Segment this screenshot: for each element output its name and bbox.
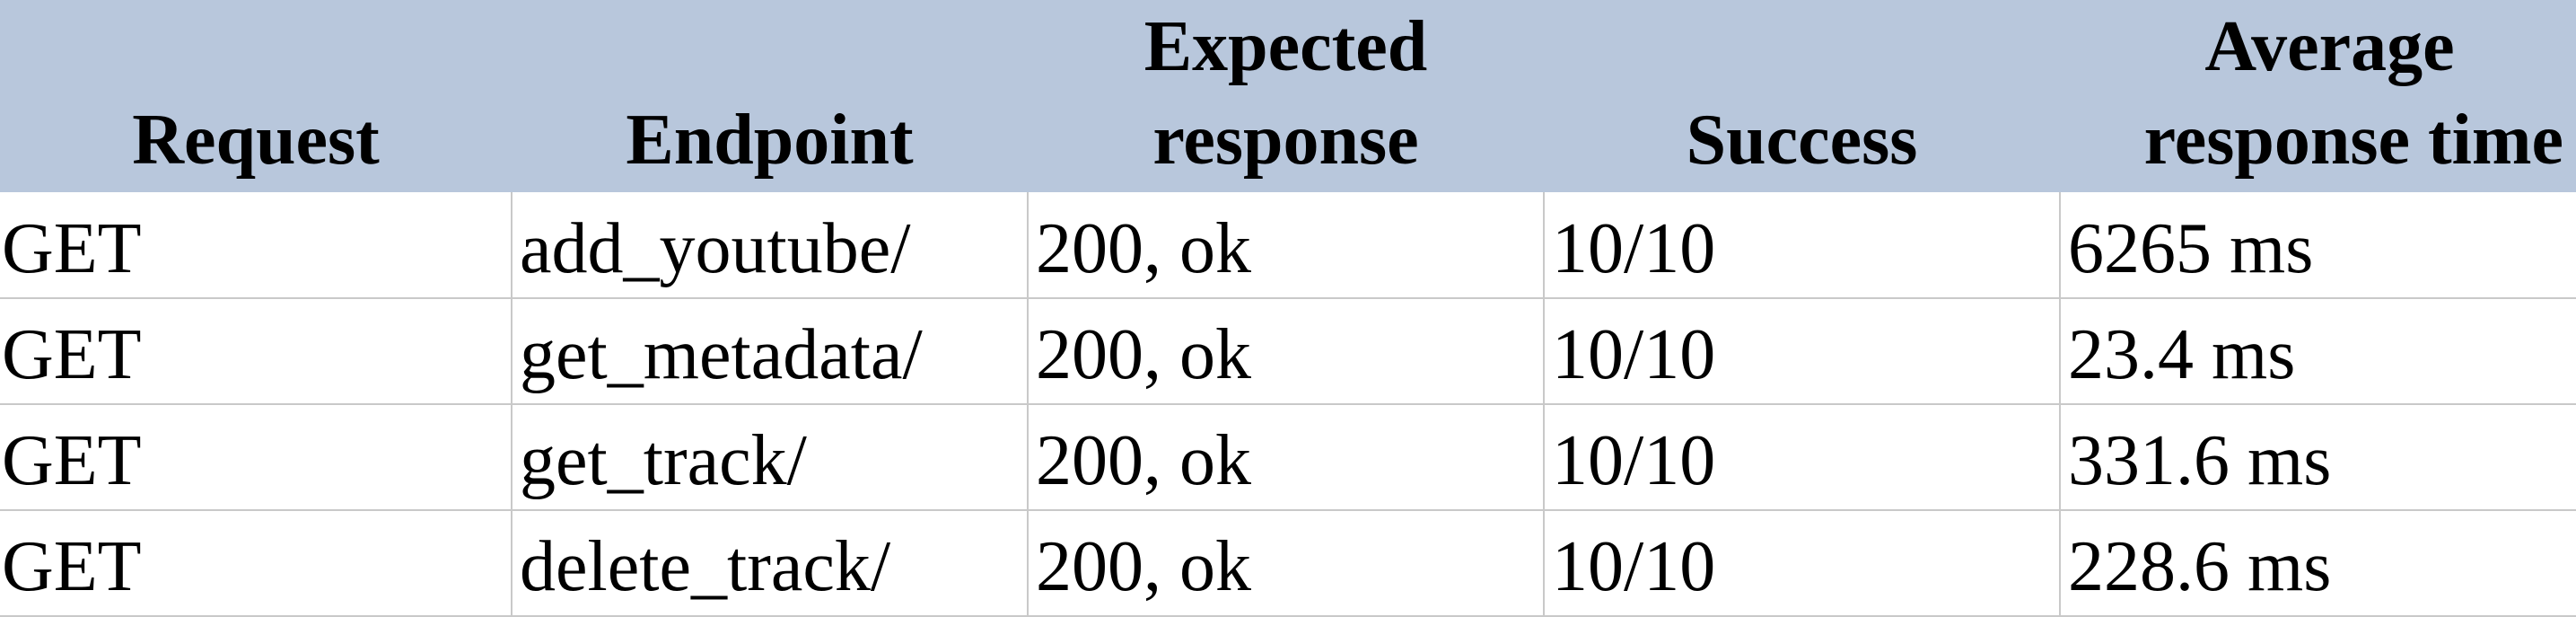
cell-expected: 200, ok <box>1027 509 1545 617</box>
cell-success: 10/10 <box>1543 509 2061 617</box>
header-row: Request Endpoint Expected response Succe… <box>0 0 2576 192</box>
cell-request: GET <box>0 192 513 299</box>
cell-success: 10/10 <box>1543 192 2061 299</box>
cell-avg-time: 23.4 ms <box>2059 297 2576 405</box>
cell-expected: 200, ok <box>1027 403 1545 511</box>
header-avg-line1: Average <box>2204 7 2455 86</box>
cell-avg-time: 331.6 ms <box>2059 403 2576 511</box>
cell-request: GET <box>0 403 513 511</box>
cell-success: 10/10 <box>1543 297 2061 405</box>
header-success: Success <box>1544 0 2060 192</box>
table-row: GET delete_track/ 200, ok 10/10 228.6 ms <box>0 509 2576 617</box>
cell-success: 10/10 <box>1543 403 2061 511</box>
header-request: Request <box>0 0 512 192</box>
cell-request: GET <box>0 509 513 617</box>
cell-endpoint: delete_track/ <box>511 509 1029 617</box>
header-expected-line1: Expected <box>1143 7 1428 86</box>
header-average-response-time: Average response time <box>2060 0 2576 192</box>
header-endpoint: Endpoint <box>512 0 1028 192</box>
header-avg-line2: response time <box>2143 101 2563 180</box>
table-row: GET get_track/ 200, ok 10/10 331.6 ms <box>0 403 2576 511</box>
cell-avg-time: 6265 ms <box>2059 192 2576 299</box>
header-expected-line2: response <box>1152 101 1419 180</box>
header-expected-response: Expected response <box>1028 0 1544 192</box>
cell-endpoint: add_youtube/ <box>511 192 1029 299</box>
table-row: GET add_youtube/ 200, ok 10/10 6265 ms <box>0 192 2576 299</box>
cell-expected: 200, ok <box>1027 192 1545 299</box>
cell-endpoint: get_metadata/ <box>511 297 1029 405</box>
table-body: GET add_youtube/ 200, ok 10/10 6265 ms G… <box>0 192 2576 617</box>
cell-avg-time: 228.6 ms <box>2059 509 2576 617</box>
cell-endpoint: get_track/ <box>511 403 1029 511</box>
table-row: GET get_metadata/ 200, ok 10/10 23.4 ms <box>0 297 2576 405</box>
table-header: Request Endpoint Expected response Succe… <box>0 0 2576 192</box>
cell-expected: 200, ok <box>1027 297 1545 405</box>
cell-request: GET <box>0 297 513 405</box>
